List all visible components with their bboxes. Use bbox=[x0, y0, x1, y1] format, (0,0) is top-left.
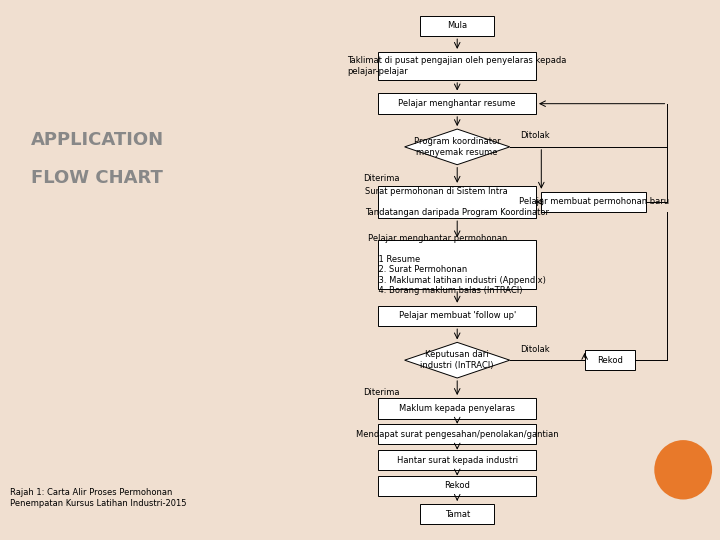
Text: Diterima: Diterima bbox=[363, 174, 400, 184]
Text: Rajah 1: Carta Alir Proses Permohonan
Penempatan Kursus Latihan Industri-2015: Rajah 1: Carta Alir Proses Permohonan Pe… bbox=[10, 488, 186, 508]
Text: Rekod: Rekod bbox=[597, 356, 623, 364]
Text: Program koordinator
menyemak resume: Program koordinator menyemak resume bbox=[414, 137, 500, 157]
Text: Pelajar membuat permohonan baru: Pelajar membuat permohonan baru bbox=[519, 198, 669, 206]
FancyBboxPatch shape bbox=[585, 350, 634, 370]
FancyBboxPatch shape bbox=[379, 52, 536, 80]
Text: Keputusan dari
industri (InTRACI): Keputusan dari industri (InTRACI) bbox=[420, 350, 494, 370]
Polygon shape bbox=[405, 129, 510, 165]
FancyBboxPatch shape bbox=[420, 16, 494, 36]
Text: Tamat: Tamat bbox=[444, 510, 470, 518]
Text: Pelajar menghantar permohonan

    1 Resume
    2. Surat Permohonan
    3. Maklu: Pelajar menghantar permohonan 1 Resume 2… bbox=[368, 234, 546, 295]
FancyBboxPatch shape bbox=[379, 93, 536, 114]
Circle shape bbox=[654, 440, 712, 500]
Text: FLOW CHART: FLOW CHART bbox=[31, 169, 163, 187]
Text: Maklum kepada penyelaras: Maklum kepada penyelaras bbox=[399, 404, 516, 413]
FancyBboxPatch shape bbox=[541, 192, 647, 212]
FancyBboxPatch shape bbox=[379, 450, 536, 470]
Text: Pelajar menghantar resume: Pelajar menghantar resume bbox=[398, 99, 516, 108]
FancyBboxPatch shape bbox=[379, 424, 536, 444]
Text: Mendapat surat pengesahan/penolakan/gantian: Mendapat surat pengesahan/penolakan/gant… bbox=[356, 430, 559, 438]
Text: Ditolak: Ditolak bbox=[521, 345, 550, 354]
FancyBboxPatch shape bbox=[379, 306, 536, 326]
Text: Hantar surat kepada industri: Hantar surat kepada industri bbox=[397, 456, 518, 464]
Text: Rekod: Rekod bbox=[444, 482, 470, 490]
Text: Mula: Mula bbox=[447, 22, 467, 30]
Text: Taklimat di pusat pengajian oleh penyelaras kepada
pelajar-pelajar: Taklimat di pusat pengajian oleh penyela… bbox=[348, 56, 567, 76]
Polygon shape bbox=[405, 342, 510, 378]
FancyBboxPatch shape bbox=[379, 476, 536, 496]
Text: Surat permohonan di Sistem Intra

Tandatangan daripada Program Koordinator: Surat permohonan di Sistem Intra Tandata… bbox=[365, 187, 549, 217]
Text: APPLICATION: APPLICATION bbox=[31, 131, 163, 150]
Text: Diterima: Diterima bbox=[363, 388, 400, 397]
Text: Ditolak: Ditolak bbox=[521, 131, 550, 140]
FancyBboxPatch shape bbox=[379, 398, 536, 419]
FancyBboxPatch shape bbox=[379, 186, 536, 218]
Text: Pelajar membuat 'follow up': Pelajar membuat 'follow up' bbox=[399, 312, 516, 320]
FancyBboxPatch shape bbox=[420, 504, 494, 524]
FancyBboxPatch shape bbox=[379, 240, 536, 289]
